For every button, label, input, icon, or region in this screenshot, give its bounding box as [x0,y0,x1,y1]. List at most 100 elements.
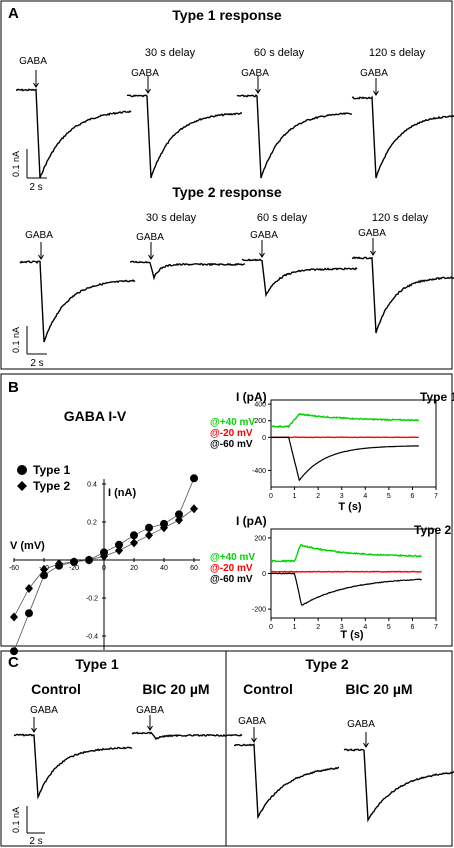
iv-xtick-label: 60 [190,565,198,572]
panel-c-label: C [8,654,19,671]
a-row2-stim-arrow-1-head [38,254,44,260]
iv-point-type1 [130,531,138,540]
trace1-ylabel: I (pA) [236,390,267,404]
c-gaba-label-3: GABA [238,716,266,727]
c-type1-control: Control [31,681,81,697]
c-stim-arrow-4-head [363,742,369,748]
a-scale-x-label-1: 2 s [29,182,42,193]
a-row2-gaba-label-4: GABA [358,228,386,239]
iv-point-type1 [10,647,18,656]
c-type1-title: Type 1 [75,656,119,672]
iv-point-type1 [115,540,123,549]
trace2-xlabel: T (s) [340,629,364,641]
iv-ytick-label: -0.4 [86,634,98,641]
iv-ytick-label: 0.4 [87,482,97,489]
iv-ytick-label: 0.2 [87,520,97,527]
trace2-title: Type 2 [414,523,451,537]
panel-b-frame [0,373,453,647]
panel-a-frame [0,0,453,370]
iv-point-type2 [145,530,153,540]
a-row1-gaba-label-2: GABA [131,68,159,79]
c-type2-bic: BIC 20 µM [345,681,412,697]
c-scale-x-label: 2 s [29,836,42,847]
trace2-line-60mv [271,572,422,607]
trace2-xtick-label: 4 [363,624,367,631]
a-row1-gaba-label-4: GABA [360,68,388,79]
iv-ytick-label: -0.2 [86,596,98,603]
trace1-xtick-label: 6 [410,493,414,500]
a-row1-stim-arrow-2-head [145,88,151,94]
iv-ylabel: I (nA) [108,487,136,499]
trace2-ylabel: I (pA) [236,514,267,528]
iv-point-type2 [40,565,48,574]
trace2-xtick-label: 7 [434,624,438,631]
trace2-ytick-label: 0 [262,571,266,578]
a-row2-delay-30: 30 s delay [146,212,197,224]
a-row2-trace-2 [129,260,246,281]
iv-point-type2 [85,555,93,565]
legend-type1-marker [17,465,27,475]
type2-response-title: Type 2 response [172,184,282,200]
a-row1-gaba-label-3: GABA [241,68,269,79]
trace2-xtick-label: 3 [340,624,344,631]
c-type2-control: Control [243,681,293,697]
a-row2-gaba-label-1: GABA [25,230,53,241]
trace1-legend-40: @+40 mV [210,417,255,428]
legend-type1-label: Type 1 [33,463,70,477]
trace2-legend-60: @-60 mV [210,574,253,585]
trace2-line-20mv [270,570,422,573]
trace1-xtick-label: 2 [316,493,320,500]
trace1-xtick-label: 0 [269,493,273,500]
a-row1-delay-120: 120 s delay [369,47,426,59]
a-row2-trace-3 [241,258,358,298]
trace2-xtick-label: 1 [293,624,297,631]
trace1-title: Type 1 [420,390,454,404]
panel-b-label: B [8,379,19,396]
trace2-xtick-label: 6 [410,624,414,631]
trace2-ytick-label: 200 [254,535,266,542]
trace2-legend-40: @+40 mV [210,552,255,563]
trace1-frame [270,399,437,488]
iv-point-type2 [25,584,33,593]
trace2-legend-20: @-20 mV [210,563,253,574]
a-row1-stim-arrow-3-head [255,88,261,94]
a-row1-trace-4 [351,95,454,179]
a-row2-stim-arrow-2-head [148,254,154,260]
type1-response-title: Type 1 response [172,7,282,23]
trace1-ytick-label: 0 [262,435,266,442]
a-row2-trace-4 [351,256,454,334]
c-scale-y-label: 0.1 nA [11,807,21,833]
trace1-xlabel: T (s) [338,501,362,513]
a-row1-stim-arrow-4-head [373,90,379,96]
trace2-chart: I (pA) Type 2 @+40 mV @-20 mV @-60 mV T … [210,514,451,641]
a-row2-delay-60: 60 s delay [257,212,308,224]
c-stim-arrow-1-head [31,727,37,733]
c-gaba-label-2: GABA [136,705,164,716]
iv-point-type1 [25,609,33,618]
c-type2-bic-trace [343,748,454,823]
c-stim-arrow-2-head [147,725,153,731]
trace1-xtick-label: 5 [387,493,391,500]
iv-point-type1 [175,510,183,519]
iv-point-type2 [160,523,168,533]
iv-point-type2 [190,504,198,514]
a-scale-x-label-2: 2 s [30,358,43,369]
c-type1-control-trace [13,733,133,800]
iv-xtick-label: 40 [160,565,168,572]
trace1-xtick-label: 4 [363,493,367,500]
trace2-ytick-label: -200 [252,607,266,614]
trace1-legend-20: @-20 mV [210,428,253,439]
a-row2-delay-120: 120 s delay [372,212,429,224]
iv-point-type2 [70,557,78,567]
trace1-xtick-label: 3 [340,493,344,500]
iv-point-type2 [115,546,123,555]
iv-point-type2 [10,612,18,622]
iv-point-type1 [190,474,198,483]
a-row1-delay-60: 60 s delay [254,47,305,59]
panel-c-traces [13,715,454,823]
a-row2-stim-arrow-3-head [259,252,265,258]
trace1-ytick-label: 200 [254,418,266,425]
legend-type2-marker [17,481,27,491]
a-row2-stim-arrow-4-head [370,250,376,256]
trace1-line-40mv [270,412,420,429]
